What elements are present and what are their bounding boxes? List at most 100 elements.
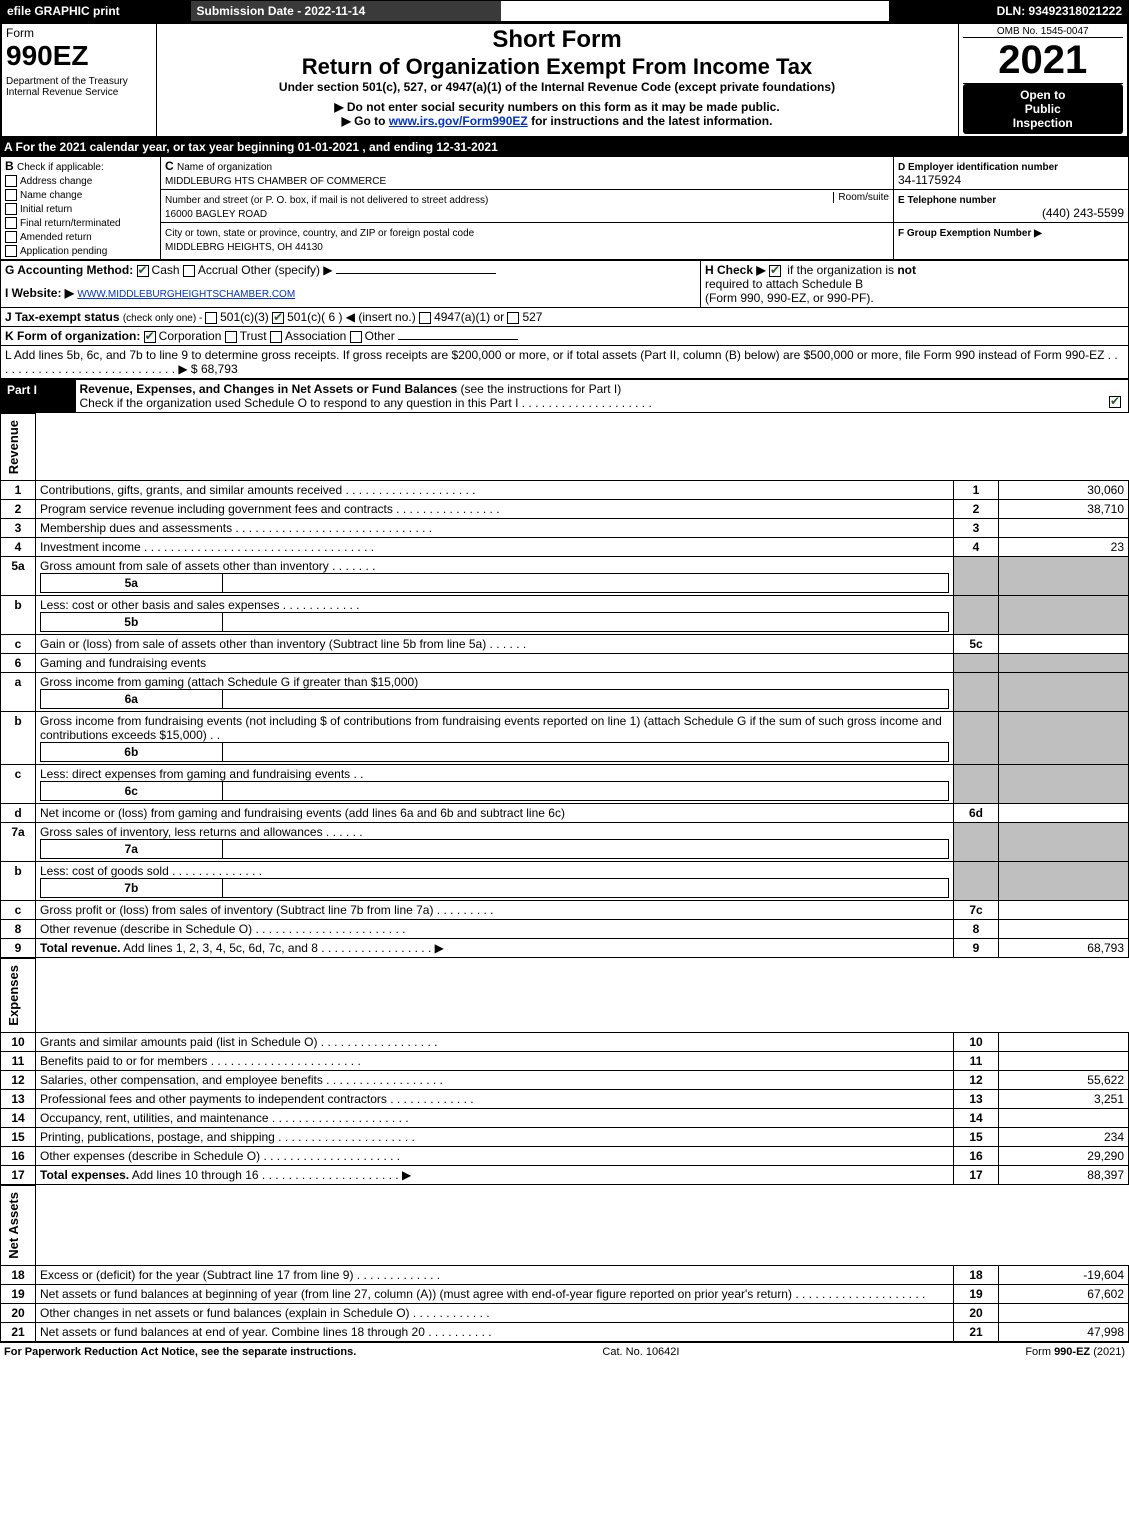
line-row: 10Grants and similar amounts paid (list … (1, 1032, 1129, 1051)
chk-4947[interactable] (419, 312, 431, 324)
sub-box: 5a (41, 574, 223, 593)
line-amount: 38,710 (999, 500, 1129, 519)
line-number: 13 (1, 1089, 36, 1108)
line-number: 19 (1, 1284, 36, 1303)
line-amount (999, 673, 1129, 712)
chk-amended[interactable] (5, 231, 17, 243)
chk-other-org[interactable] (350, 331, 362, 343)
sub-box: 5b (41, 613, 223, 632)
revenue-table: Revenue 1Contributions, gifts, grants, a… (0, 413, 1129, 958)
chk-part1[interactable] (1109, 396, 1121, 408)
chk-pending[interactable] (5, 245, 17, 257)
chk-accrual[interactable] (183, 265, 195, 277)
line-box (954, 673, 999, 712)
line-box: 16 (954, 1146, 999, 1165)
line-amount (999, 557, 1129, 596)
part1-check: Check if the organization used Schedule … (80, 396, 652, 410)
section-j: J Tax-exempt status (check only one) - 5… (1, 308, 1129, 327)
line-desc: Net assets or fund balances at beginning… (36, 1284, 954, 1303)
line-number: 2 (1, 500, 36, 519)
chk-cash[interactable] (137, 265, 149, 277)
line-desc: Gross amount from sale of assets other t… (36, 557, 954, 596)
chk-corp[interactable] (144, 331, 156, 343)
line-box (954, 765, 999, 804)
line-box: 6d (954, 804, 999, 823)
chk-final[interactable] (5, 217, 17, 229)
line-row: aGross income from gaming (attach Schedu… (1, 673, 1129, 712)
footer-left: For Paperwork Reduction Act Notice, see … (4, 1346, 356, 1358)
line-box: 2 (954, 500, 999, 519)
dept: Department of the Treasury (6, 76, 152, 87)
omb: OMB No. 1545-0047 (963, 26, 1124, 38)
line-number: 15 (1, 1127, 36, 1146)
open-to-public: Open to Public Inspection (963, 84, 1124, 134)
line-number: 16 (1, 1146, 36, 1165)
chk-527[interactable] (507, 312, 519, 324)
chk-address[interactable] (5, 175, 17, 187)
line-box: 18 (954, 1265, 999, 1284)
chk-501c[interactable] (272, 312, 284, 324)
line-amount: 3,251 (999, 1089, 1129, 1108)
title-under: Under section 501(c), 527, or 4947(a)(1)… (161, 80, 954, 94)
chk-name[interactable] (5, 189, 17, 201)
irs-link[interactable]: www.irs.gov/Form990EZ (389, 114, 528, 128)
tax-year: 2021 (963, 38, 1124, 84)
chk-h[interactable] (769, 265, 781, 277)
line-amount: 23 (999, 538, 1129, 557)
line-desc: Total expenses. Add lines 10 through 16 … (36, 1165, 954, 1184)
vtab-net: Net Assets (5, 1188, 22, 1263)
line-row: bLess: cost or other basis and sales exp… (1, 596, 1129, 635)
line-box: 10 (954, 1032, 999, 1051)
line-amount: 30,060 (999, 481, 1129, 500)
line-box (954, 823, 999, 862)
line-number: 12 (1, 1070, 36, 1089)
sub-box: 7a (41, 840, 223, 859)
line-desc: Excess or (deficit) for the year (Subtra… (36, 1265, 954, 1284)
footer-mid: Cat. No. 10642I (602, 1346, 679, 1358)
line-number: b (1, 862, 36, 901)
line-number: 8 (1, 920, 36, 939)
line-number: 10 (1, 1032, 36, 1051)
line-amount: 55,622 (999, 1070, 1129, 1089)
line-box: 7c (954, 901, 999, 920)
chk-trust[interactable] (225, 331, 237, 343)
expenses-table: Expenses 10Grants and similar amounts pa… (0, 958, 1129, 1185)
line-row: 11Benefits paid to or for members . . . … (1, 1051, 1129, 1070)
line-desc: Total revenue. Add lines 1, 2, 3, 4, 5c,… (36, 939, 954, 958)
line-row: 9Total revenue. Add lines 1, 2, 3, 4, 5c… (1, 939, 1129, 958)
line-desc: Program service revenue including govern… (36, 500, 954, 519)
sub-amount (222, 840, 948, 859)
chk-assoc[interactable] (270, 331, 282, 343)
line-desc: Contributions, gifts, grants, and simila… (36, 481, 954, 500)
chk-initial[interactable] (5, 203, 17, 215)
line-box: 21 (954, 1322, 999, 1341)
efile-print-button[interactable]: efile GRAPHIC print (1, 1, 191, 22)
line-row: 8Other revenue (describe in Schedule O) … (1, 920, 1129, 939)
line-row: 4Investment income . . . . . . . . . . .… (1, 538, 1129, 557)
line-row: 3Membership dues and assessments . . . .… (1, 519, 1129, 538)
sections-g-l: G Accounting Method: Cash Accrual Other … (0, 260, 1129, 379)
line-box: 1 (954, 481, 999, 500)
sections-b-f: B Check if applicable: Address change Na… (0, 156, 1129, 260)
line-amount (999, 712, 1129, 765)
line-number: 20 (1, 1303, 36, 1322)
chk-501c3[interactable] (205, 312, 217, 324)
form-number: 990EZ (6, 40, 152, 72)
line-desc: Membership dues and assessments . . . . … (36, 519, 954, 538)
net-assets-table: Net Assets 18Excess or (deficit) for the… (0, 1185, 1129, 1342)
line-row: 21Net assets or fund balances at end of … (1, 1322, 1129, 1341)
section-c-city: City or town, state or province, country… (161, 223, 894, 260)
section-g: G Accounting Method: Cash Accrual Other … (1, 261, 701, 285)
line-desc: Salaries, other compensation, and employ… (36, 1070, 954, 1089)
line-box: 5c (954, 635, 999, 654)
section-l: L Add lines 5b, 6c, and 7b to line 9 to … (1, 346, 1129, 379)
line-number: c (1, 765, 36, 804)
line-box: 8 (954, 920, 999, 939)
sub-box: 6a (41, 690, 223, 709)
website-link[interactable]: WWW.MIDDLEBURGHEIGHTSCHAMBER.COM (77, 289, 295, 300)
line-number: d (1, 804, 36, 823)
section-b: B Check if applicable: Address change Na… (1, 157, 161, 260)
sub-amount (222, 613, 948, 632)
line-desc: Other changes in net assets or fund bala… (36, 1303, 954, 1322)
line-amount: 67,602 (999, 1284, 1129, 1303)
